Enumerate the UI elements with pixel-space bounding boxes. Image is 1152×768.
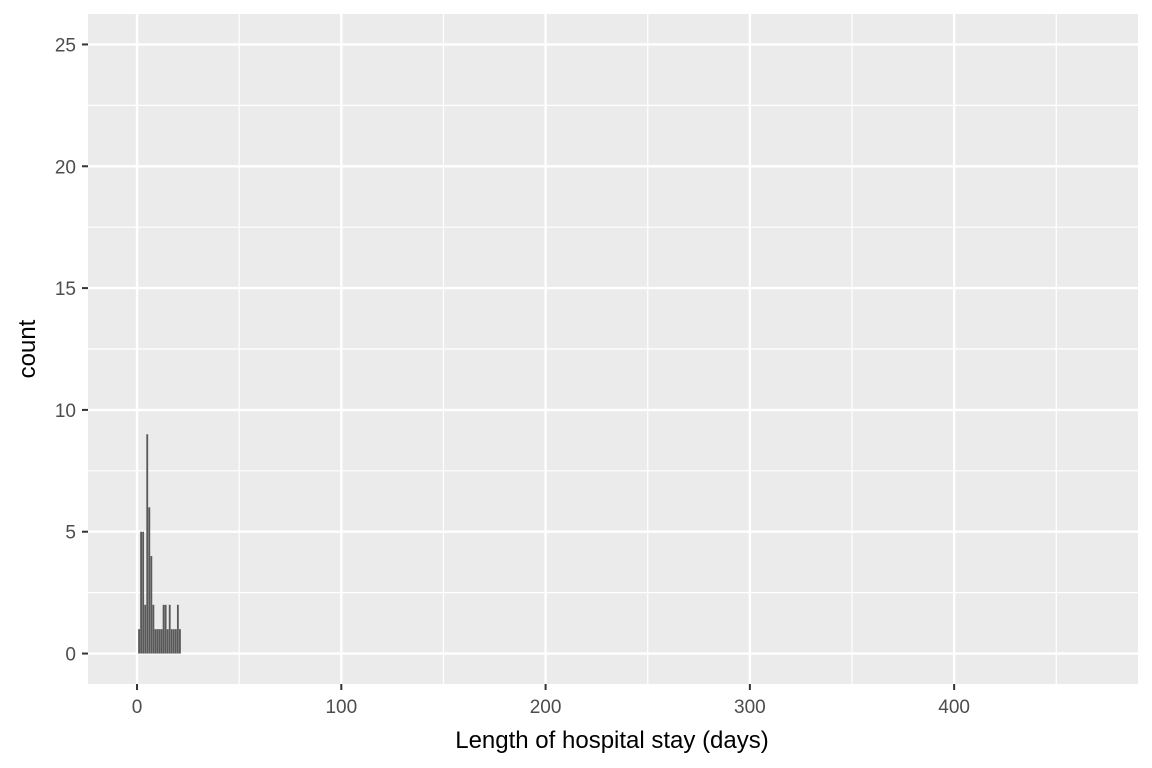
histogram-bar [144, 604, 147, 654]
histogram-bar [162, 604, 165, 654]
x-tick-label: 200 [530, 697, 562, 718]
major-gridlines [88, 14, 1138, 684]
y-axis-title: count [14, 319, 41, 378]
histogram-bar [174, 629, 177, 654]
histogram-bar [164, 604, 167, 654]
x-tick-label: 0 [132, 697, 143, 718]
histogram-bar [179, 629, 181, 654]
histogram-bar [148, 507, 151, 654]
histogram-bar [158, 629, 161, 654]
histogram-bar [138, 629, 140, 654]
x-tick-label: 400 [938, 697, 970, 718]
histogram-bar [172, 629, 175, 654]
x-tick-label: 100 [325, 697, 357, 718]
y-tick-label: 0 [65, 645, 76, 666]
histogram-bar [140, 531, 143, 654]
histogram-bars [138, 434, 181, 654]
histogram-bar [160, 629, 163, 654]
y-tick-label: 25 [55, 35, 76, 56]
histogram-bar [142, 531, 145, 654]
x-axis: 0 100 200 300 400 [132, 684, 970, 718]
x-tick-label: 300 [734, 697, 766, 718]
minor-gridlines [88, 14, 1138, 684]
histogram-bar [170, 629, 173, 654]
y-axis: 0 5 10 15 20 25 [55, 35, 88, 666]
x-axis-title: Length of hospital stay (days) [455, 727, 769, 754]
histogram-bar [152, 604, 155, 654]
histogram-bar [166, 629, 169, 654]
y-tick-label: 10 [55, 401, 76, 422]
histogram-bar [150, 556, 153, 654]
histogram-bar [168, 604, 171, 654]
histogram-bar [176, 604, 179, 654]
y-tick-label: 5 [65, 523, 76, 544]
histogram-bar [156, 629, 159, 654]
histogram-bar [146, 434, 149, 654]
y-tick-label: 15 [55, 279, 76, 300]
y-tick-label: 20 [55, 157, 76, 178]
histogram-bar [154, 629, 157, 654]
